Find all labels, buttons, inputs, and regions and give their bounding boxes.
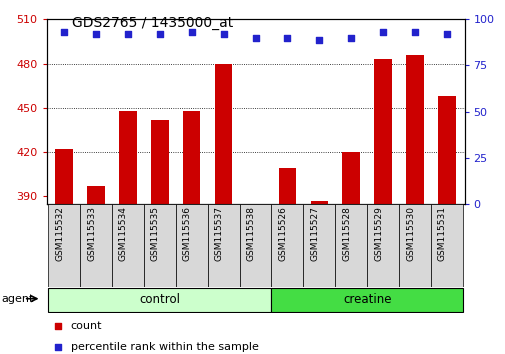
Text: GSM115531: GSM115531: [437, 206, 446, 261]
Bar: [335, 204, 367, 287]
Bar: [310, 201, 327, 204]
Point: [54, 344, 62, 349]
Point: [187, 29, 195, 35]
Text: creatine: creatine: [342, 293, 391, 306]
Bar: [278, 168, 295, 204]
Bar: [430, 204, 462, 287]
Bar: [119, 111, 136, 204]
Bar: [48, 204, 80, 287]
Point: [54, 323, 62, 329]
Text: GDS2765 / 1435000_at: GDS2765 / 1435000_at: [72, 16, 233, 30]
Point: [219, 32, 227, 37]
Text: GSM115529: GSM115529: [373, 206, 382, 261]
Bar: [406, 55, 423, 204]
Bar: [271, 204, 303, 287]
Text: percentile rank within the sample: percentile rank within the sample: [71, 342, 258, 352]
Bar: [207, 204, 239, 287]
Point: [346, 35, 355, 41]
Text: GSM115537: GSM115537: [214, 206, 223, 261]
Bar: [342, 152, 360, 204]
Point: [442, 32, 450, 37]
Text: count: count: [71, 320, 102, 331]
Point: [283, 35, 291, 41]
Text: control: control: [139, 293, 180, 306]
Point: [410, 29, 418, 35]
Bar: [55, 149, 73, 204]
Text: GSM115534: GSM115534: [119, 206, 128, 261]
Bar: [87, 186, 105, 204]
Text: GSM115536: GSM115536: [182, 206, 191, 261]
Bar: [183, 111, 200, 204]
Text: GSM115532: GSM115532: [55, 206, 64, 261]
Point: [92, 32, 100, 37]
Bar: [80, 204, 112, 287]
Point: [378, 29, 386, 35]
Bar: [367, 204, 398, 287]
Text: GSM115538: GSM115538: [246, 206, 255, 261]
Text: GSM115530: GSM115530: [405, 206, 414, 261]
Bar: [215, 64, 232, 204]
Bar: [239, 204, 271, 287]
Bar: [112, 204, 143, 287]
Point: [124, 32, 132, 37]
Text: agent: agent: [1, 294, 33, 304]
Text: GSM115528: GSM115528: [341, 206, 350, 261]
Bar: [437, 96, 455, 204]
Text: GSM115526: GSM115526: [278, 206, 287, 261]
Text: GSM115533: GSM115533: [87, 206, 96, 261]
Bar: [175, 204, 207, 287]
Point: [315, 37, 323, 42]
Bar: [48, 288, 271, 312]
Point: [156, 32, 164, 37]
Text: GSM115535: GSM115535: [150, 206, 160, 261]
Bar: [374, 59, 391, 204]
Point: [251, 35, 259, 41]
Bar: [151, 120, 168, 204]
Bar: [143, 204, 175, 287]
Bar: [398, 204, 430, 287]
Text: GSM115527: GSM115527: [310, 206, 319, 261]
Bar: [303, 204, 335, 287]
Bar: [271, 288, 462, 312]
Point: [60, 29, 68, 35]
